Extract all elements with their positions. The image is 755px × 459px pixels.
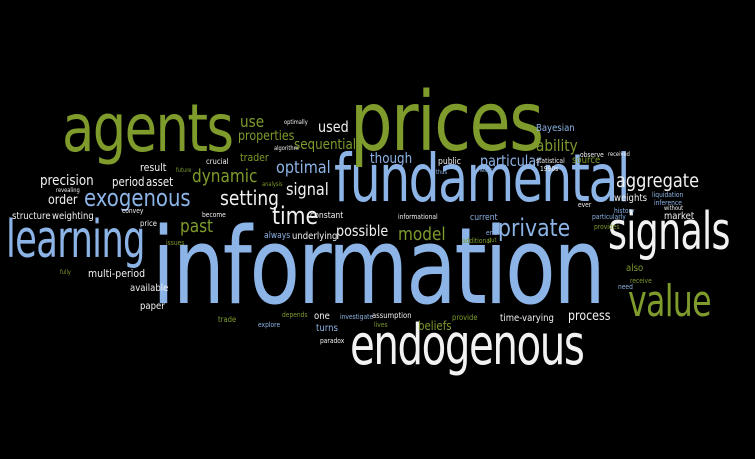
word-paradox: paradox <box>320 337 345 345</box>
word-crucial: crucial <box>206 157 229 166</box>
word-receive: receive <box>630 277 652 285</box>
word-available: available <box>130 283 169 294</box>
word-sequential: sequential <box>294 137 357 153</box>
word-issues: issues <box>166 239 185 247</box>
word-properties: properties <box>238 129 295 144</box>
word-beliefs: beliefs <box>418 319 452 333</box>
word-private: private <box>498 214 571 242</box>
word-end: end <box>486 229 498 237</box>
word-informational: informational <box>398 213 438 221</box>
word-setting: setting <box>220 186 279 210</box>
word-investigate: investigate <box>340 313 374 321</box>
word-particularly: particularly <box>592 213 626 221</box>
word-current: current <box>470 213 498 223</box>
word-history: history <box>614 207 635 215</box>
word-means: means <box>476 167 494 174</box>
word-one: one <box>314 311 330 322</box>
word-past: past <box>180 216 214 237</box>
word-aggregate: aggregate <box>616 170 700 192</box>
word-lives: lives <box>374 321 388 329</box>
word-fundamental: fundamental <box>334 140 630 217</box>
word-endogenous: endogenous <box>350 313 585 378</box>
word-used: used <box>318 118 349 136</box>
word-revealing: revealing <box>56 187 80 194</box>
word-signals: signals <box>608 202 730 262</box>
word-ever: ever <box>578 201 592 209</box>
word-received: received <box>608 151 630 158</box>
word-source: source <box>572 155 601 166</box>
word-particular: particular <box>480 152 542 170</box>
word-asset: asset <box>146 175 174 189</box>
word-public: public <box>438 157 462 167</box>
word-use: use <box>240 112 265 131</box>
word-time-varying: time-varying <box>500 313 554 324</box>
word-possible: possible <box>336 222 389 240</box>
word-bayesian: Bayesian <box>536 123 575 134</box>
word-put: put <box>488 237 497 244</box>
word-weighting: weighting <box>52 211 94 222</box>
word-order: order <box>48 193 78 208</box>
word-exogenous: exogenous <box>84 184 191 212</box>
word-need: need <box>618 283 633 291</box>
word-dynamic: dynamic <box>192 166 258 187</box>
word-market: market <box>664 211 695 222</box>
word-turns: turns <box>316 323 338 334</box>
word-statistical: statistical <box>536 157 565 165</box>
word-underlying: underlying <box>292 231 338 242</box>
word-signal: signal <box>286 180 329 200</box>
word-future: future <box>176 167 192 174</box>
word-constant: constant <box>310 211 344 221</box>
word-though: though <box>370 151 413 167</box>
word-agents: agents <box>62 90 234 167</box>
word-algorithm: algorithm <box>274 145 299 152</box>
word-multi-period: multi-period <box>88 267 146 280</box>
word-fully: fully <box>60 269 71 276</box>
word-structure: structure <box>12 211 51 222</box>
word-provides: provides <box>594 223 620 231</box>
word-value: value <box>628 276 712 327</box>
word-explore: explore <box>258 321 281 329</box>
word-process: process <box>568 309 611 324</box>
word-weights: weights <box>614 193 648 204</box>
word-trade: trade <box>218 315 237 324</box>
word-optimal: optimal <box>276 158 331 178</box>
word-thus: thus <box>436 169 448 176</box>
word-always: always <box>264 231 291 241</box>
word-learning: learning <box>6 210 145 270</box>
word-become: become <box>202 211 226 219</box>
word-observe: observe <box>580 151 604 159</box>
word-inference: inference <box>654 199 682 207</box>
word-convey: convey <box>122 207 144 215</box>
word-prices: prices <box>350 75 544 170</box>
word-analysis: analysis <box>262 181 283 188</box>
word-optimally: optimally <box>284 119 308 126</box>
word-liquidation: liquidation <box>652 191 684 199</box>
word-also: also <box>626 263 644 274</box>
word-ability: ability <box>536 136 578 155</box>
word-assumption: assumption <box>372 311 412 320</box>
word-paper: paper <box>140 301 165 312</box>
word-time: time <box>272 202 319 230</box>
word-1990s: 1990s <box>540 165 559 173</box>
word-period: period <box>112 175 145 189</box>
word-result: result <box>140 161 167 174</box>
word-provide: provide <box>452 313 478 322</box>
word-information: information <box>152 205 606 328</box>
word-additional: additional <box>462 237 492 245</box>
word-trader: trader <box>240 151 269 164</box>
word-depends: depends <box>282 311 308 319</box>
word-without: without <box>664 205 684 212</box>
word-model: model <box>398 224 446 245</box>
word-price: price <box>140 219 157 228</box>
word-precision: precision <box>40 173 94 189</box>
